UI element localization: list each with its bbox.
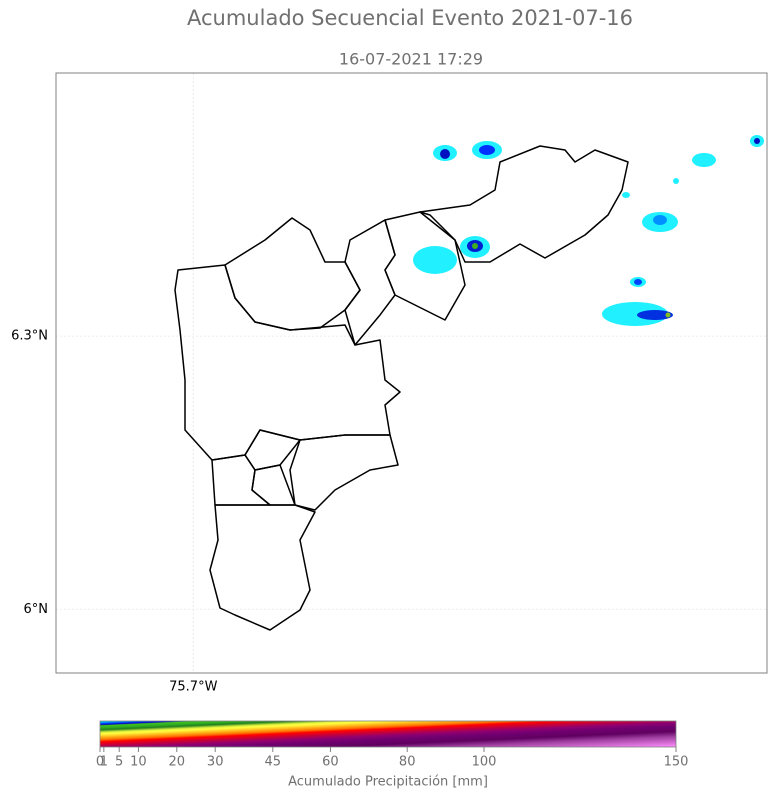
colorbar-label: Acumulado Precipitación [mm] bbox=[288, 775, 488, 790]
lon-label: 75.7°W bbox=[169, 680, 217, 695]
colorbar-tick-label: 1 bbox=[100, 755, 108, 770]
lat-label: 6°N bbox=[24, 602, 49, 617]
colorbar-tick-label: 5 bbox=[115, 755, 123, 770]
municipal-boundaries bbox=[174, 145, 629, 631]
grid bbox=[56, 73, 767, 673]
colorbar-tick-label: 10 bbox=[130, 755, 147, 770]
colorbar-tick-label: 100 bbox=[472, 755, 497, 770]
colorbar-tick-label: 0 bbox=[96, 755, 104, 770]
colorbar-tick-label: 30 bbox=[207, 755, 224, 770]
colorbar-tick-label: 150 bbox=[664, 755, 689, 770]
colorbar-tick-label: 20 bbox=[169, 755, 186, 770]
map-frame bbox=[55, 72, 768, 674]
subtitle: 16-07-2021 17:29 bbox=[339, 50, 483, 69]
colorbar-tick-label: 60 bbox=[322, 755, 339, 770]
colorbar-tick-label: 45 bbox=[265, 755, 282, 770]
colorbar-tick-label: 80 bbox=[399, 755, 416, 770]
title: Acumulado Secuencial Evento 2021-07-16 bbox=[187, 6, 633, 30]
colorbar bbox=[99, 720, 677, 748]
precipitation bbox=[413, 135, 764, 326]
lat-label: 6.3°N bbox=[11, 329, 48, 344]
